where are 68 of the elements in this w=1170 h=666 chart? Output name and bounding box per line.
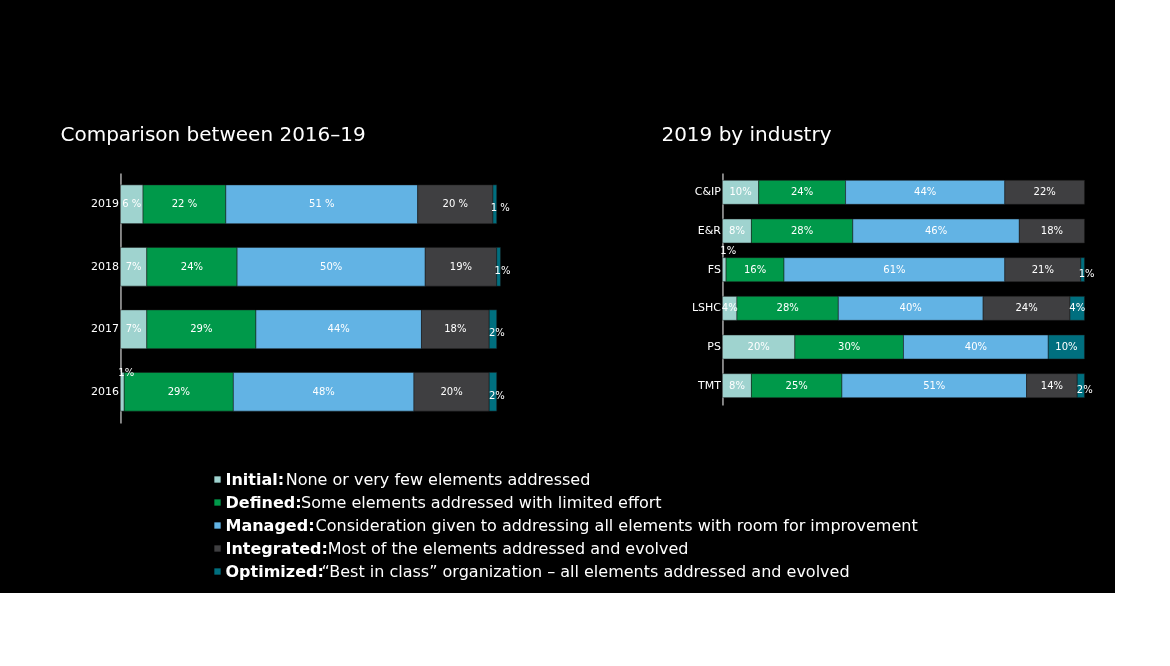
data-label: 18% [1040, 225, 1064, 236]
data-label: 1% [1078, 267, 1095, 279]
y-tick-label: E&R [697, 224, 722, 237]
y-tick-label: FS [707, 262, 721, 276]
data-label: 22 % [171, 198, 198, 210]
data-label: 14% [1040, 379, 1064, 391]
y-tick-label: 2018 [90, 259, 119, 273]
data-label: 4% [1069, 302, 1086, 314]
legend-label: Defined: [225, 492, 302, 512]
data-label: 29% [190, 323, 213, 335]
data-label: 22% [1033, 186, 1056, 198]
data-label: 2% [1076, 383, 1093, 395]
chart-title: Comparison between 2016–19 [60, 122, 366, 146]
data-label: 28% [791, 225, 814, 236]
data-label: 7% [125, 323, 142, 335]
data-label: 29% [167, 385, 190, 397]
y-tick-label: 2019 [90, 197, 119, 211]
data-label: 46% [924, 225, 948, 236]
data-label: 24% [1015, 302, 1038, 314]
text: “Best in class” organization – all elements addressed and evolved [321, 561, 850, 581]
text: None or very few elements addressed [285, 469, 591, 489]
legend-label: Managed: [225, 515, 315, 535]
y-tick-label: TMT [697, 378, 722, 392]
data-label: 2% [488, 389, 505, 401]
data-label: 1% [720, 244, 737, 256]
legend-label: Initial: [225, 469, 285, 489]
data-label: 7% [125, 260, 142, 272]
data-label: 51 % [309, 198, 335, 210]
data-label: 61% [883, 263, 906, 275]
data-label: 19% [449, 260, 473, 272]
data-label: 25% [785, 379, 808, 391]
data-label: 40% [899, 302, 922, 314]
data-label: 8% [729, 225, 745, 236]
chart-title: 2019 by industry [661, 122, 832, 146]
data-label: 24% [180, 260, 204, 272]
text: Most of the elements addressed and evolved [327, 538, 689, 558]
legend-label: Integrated: [225, 538, 328, 558]
data-label: 18% [444, 323, 467, 335]
y-tick-label: LSHC [691, 301, 722, 315]
data-label: 1 % [490, 202, 510, 214]
data-label: 20% [440, 385, 463, 397]
data-label: 8% [729, 379, 745, 391]
data-label: 44% [914, 186, 937, 198]
legend-label: Optimized: [225, 561, 324, 581]
data-label: 20 % [442, 198, 469, 210]
text: Consideration given to addressing all elements with room for improvement [315, 515, 918, 535]
data-label: 16% [743, 263, 767, 275]
data-label: 10% [1055, 341, 1078, 352]
data-label: 51% [923, 379, 946, 391]
y-tick-label: C&IP [694, 185, 722, 199]
data-label: 30% [838, 341, 861, 352]
data-label: 44% [327, 323, 350, 335]
data-label: 6 % [122, 198, 142, 210]
data-label: 10% [729, 186, 752, 198]
y-tick-label: PS [707, 340, 721, 353]
data-label: 28% [776, 302, 799, 314]
text: Some elements addressed with limited effort [301, 492, 662, 512]
data-label: 50% [320, 260, 343, 272]
y-tick-label: 2016 [90, 384, 119, 398]
data-label: 24% [791, 186, 814, 198]
data-label: 1% [118, 366, 135, 378]
data-label: 21% [1031, 263, 1054, 275]
data-label: 2% [488, 327, 505, 339]
data-label: 40% [964, 341, 987, 352]
y-tick-label: 2017 [90, 322, 119, 336]
data-label: 20% [747, 341, 770, 352]
data-label: 1% [494, 264, 511, 276]
data-label: 48% [312, 385, 335, 397]
